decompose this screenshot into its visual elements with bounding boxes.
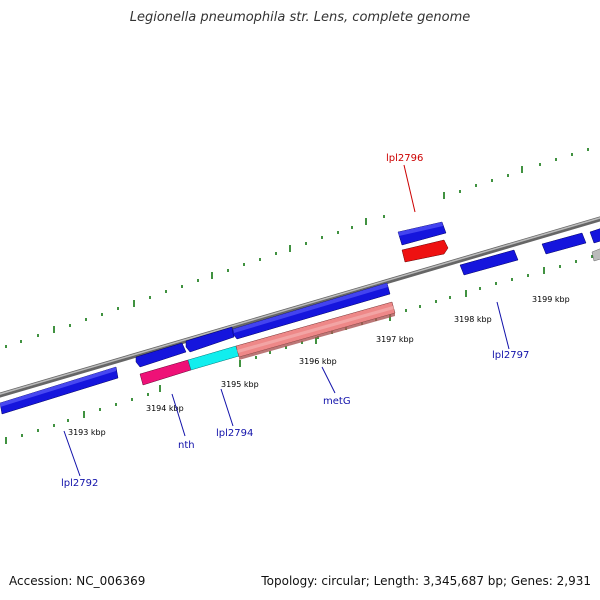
reverse-strand-genes (139, 239, 449, 386)
accession-text: Accession: NC_006369 (9, 574, 146, 588)
gene-label-lpl2792: lpl2792 (61, 478, 98, 489)
label-leader-lines (63, 164, 510, 477)
gene-lpl2796-red-body[interactable] (401, 239, 449, 263)
tick-label: 3199 kbp (532, 295, 570, 304)
tick-label: 3198 kbp (454, 315, 492, 324)
gene-right-arrow[interactable] (541, 232, 587, 255)
gene-label-lpl2794: lpl2794 (216, 428, 253, 439)
forward-strand-genes (0, 221, 600, 415)
gene-lpl2797-arrow[interactable] (459, 249, 519, 276)
genome-title: Legionella pneumophila str. Lens, comple… (129, 10, 471, 25)
tick-label: 3194 kbp (146, 404, 184, 413)
genome-stats-text: Topology: circular; Length: 3,345,687 bp… (261, 574, 591, 588)
gene-label-metG: metG (323, 396, 351, 407)
lower-tick-row (5, 255, 593, 444)
gene-edge-grey[interactable] (591, 248, 600, 262)
tick-label: 3197 kbp (376, 335, 414, 344)
upper-tick-row (5, 148, 589, 348)
gene-label-lpl2797: lpl2797 (492, 350, 529, 361)
gene-edge-arrow[interactable] (589, 228, 600, 244)
gene-label-lpl2796: lpl2796 (386, 153, 423, 164)
gene-lpl2794-upper-arrow[interactable] (185, 326, 235, 353)
tick-label: 3195 kbp (221, 380, 259, 389)
genome-backbone (0, 216, 600, 398)
tick-label: 3193 kbp (68, 428, 106, 437)
tick-label: 3196 kbp (299, 357, 337, 366)
gene-nth-upper-arrow[interactable] (135, 342, 187, 368)
gene-label-nth: nth (178, 440, 195, 451)
